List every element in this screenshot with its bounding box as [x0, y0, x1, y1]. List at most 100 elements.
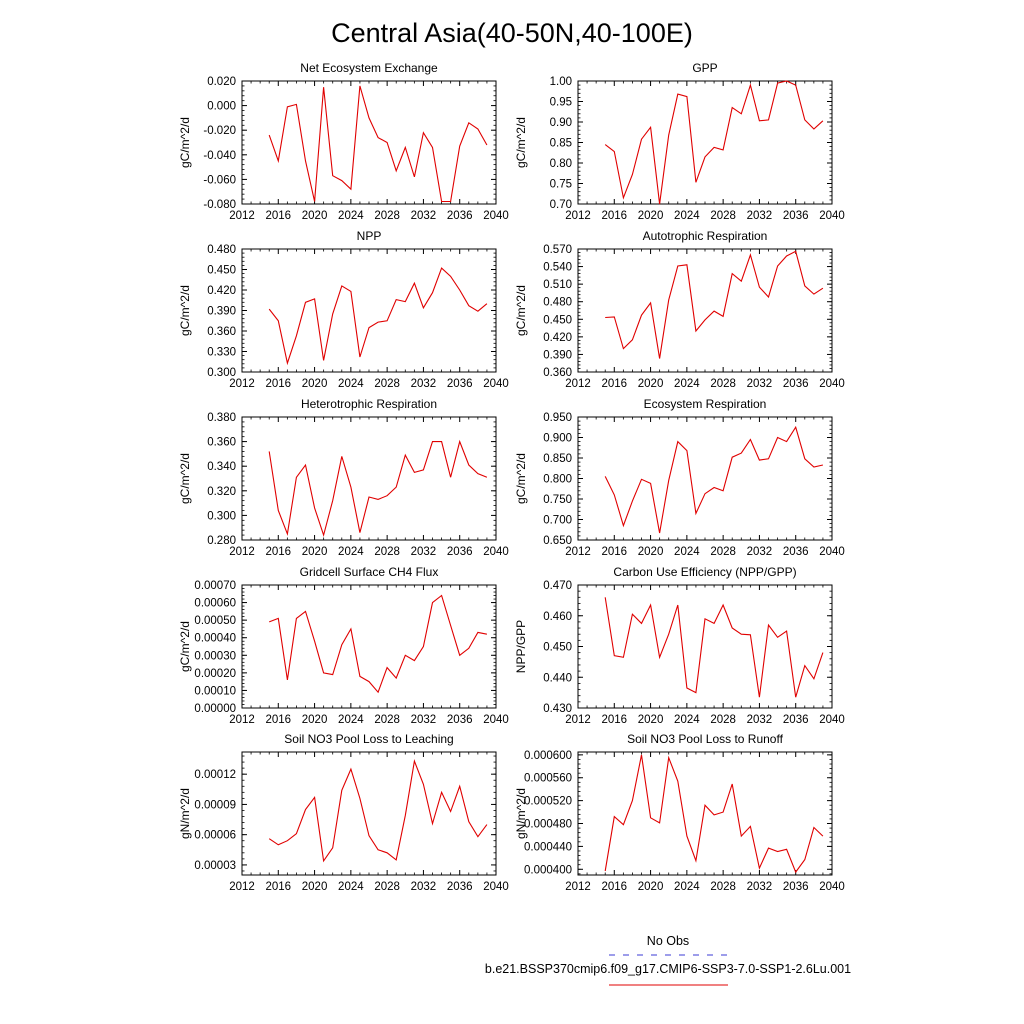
panel-title: Soil NO3 Pool Loss to Leaching — [284, 732, 453, 746]
panel-title: Heterotrophic Respiration — [301, 397, 437, 411]
panel-autotrophic-respiration: Autotrophic Respiration 2012 2016 2020 2024 2… — [514, 229, 845, 390]
x-tick-label: 2012 — [229, 378, 255, 390]
x-tick-label: 2012 — [565, 546, 591, 558]
y-tick-label: 0.020 — [207, 76, 236, 88]
y-tick-label: 0.850 — [543, 453, 572, 465]
y-tick-label: 0.70 — [550, 199, 572, 211]
series-line — [268, 439, 488, 538]
x-tick-label: 2028 — [710, 210, 736, 222]
y-tick-label: 0.450 — [543, 314, 572, 326]
y-axis-label: gC/m^2/d — [178, 453, 192, 504]
x-tick-label: 2020 — [302, 881, 328, 893]
y-tick-label: 0.360 — [207, 326, 236, 338]
panel-heterotrophic-respiration: Heterotrophic Respiration 2012 2016 2020 202… — [178, 397, 509, 558]
y-tick-label: 0.00009 — [194, 799, 236, 811]
x-tick-label: 2028 — [374, 210, 400, 222]
x-tick-label: 2020 — [302, 546, 328, 558]
y-tick-label: 0.440 — [543, 672, 572, 684]
x-tick-label: 2040 — [819, 881, 845, 893]
x-tick-label: 2024 — [674, 546, 700, 558]
x-tick-label: 2036 — [783, 546, 809, 558]
x-tick-label: 2028 — [374, 546, 400, 558]
y-tick-label: 0.95 — [550, 97, 572, 109]
x-tick-label: 2024 — [674, 378, 700, 390]
x-tick-label: 2032 — [411, 881, 437, 893]
x-tick-label: 2032 — [411, 546, 437, 558]
x-tick-label: 2016 — [265, 210, 291, 222]
y-tick-label: 0.390 — [207, 306, 236, 318]
y-tick-label: 0.700 — [543, 515, 572, 527]
y-axis-label: gN/m^2/d — [514, 788, 528, 839]
series-line — [604, 597, 824, 698]
y-tick-label: -0.060 — [203, 174, 236, 186]
legend-label-no-obs: No Obs — [647, 934, 689, 948]
y-axis-label: gN/m^2/d — [178, 788, 192, 839]
plot-frame — [577, 248, 833, 373]
x-tick-label: 2024 — [674, 881, 700, 893]
y-tick-label: 0.300 — [207, 510, 236, 522]
series-line — [605, 250, 824, 359]
y-tick-label: 0.380 — [207, 412, 236, 424]
x-tick-label: 2020 — [638, 714, 664, 726]
x-tick-label: 2036 — [783, 714, 809, 726]
y-tick-label: 0.00000 — [194, 703, 236, 715]
x-tick-label: 2016 — [601, 210, 627, 222]
y-axis-label: NPP/GPP — [514, 620, 528, 673]
y-tick-label: 0.00012 — [194, 769, 236, 781]
y-tick-label: 0.000400 — [524, 864, 572, 876]
plot-frame — [241, 248, 497, 373]
y-tick-label: 0.900 — [543, 433, 572, 445]
x-tick-label: 2028 — [710, 546, 736, 558]
y-tick-label: 0.300 — [207, 367, 236, 379]
panel-title: GPP — [692, 61, 717, 75]
y-tick-label: 0.360 — [543, 367, 572, 379]
y-tick-label: 0.80 — [550, 158, 572, 170]
x-tick-label: 2028 — [710, 881, 736, 893]
x-tick-label: 2024 — [674, 210, 700, 222]
panel-title: Net Ecosystem Exchange — [300, 61, 438, 75]
x-tick-label: 2020 — [302, 210, 328, 222]
x-tick-label: 2016 — [265, 881, 291, 893]
y-tick-label: 0.00003 — [194, 860, 236, 872]
x-tick-label: 2032 — [747, 378, 773, 390]
x-tick-label: 2032 — [747, 546, 773, 558]
y-axis-label: gC/m^2/d — [514, 117, 528, 168]
x-tick-label: 2020 — [302, 378, 328, 390]
x-tick-label: 2028 — [374, 714, 400, 726]
series-line — [268, 85, 488, 203]
panel-title: Soil NO3 Pool Loss to Runoff — [627, 732, 784, 746]
x-tick-label: 2040 — [483, 210, 509, 222]
panel-title: Carbon Use Efficiency (NPP/GPP) — [613, 565, 796, 579]
plot-frame — [241, 751, 497, 876]
plot-frame — [577, 416, 833, 541]
x-tick-label: 2020 — [302, 714, 328, 726]
y-tick-label: -0.080 — [203, 199, 236, 211]
x-tick-label: 2012 — [565, 881, 591, 893]
panel-title: Gridcell Surface CH4 Flux — [300, 565, 439, 579]
y-axis-label: gC/m^2/d — [514, 285, 528, 336]
y-tick-label: 0.00006 — [194, 830, 236, 842]
x-tick-label: 2020 — [638, 881, 664, 893]
x-tick-label: 2032 — [411, 714, 437, 726]
plot-frame — [577, 751, 833, 876]
x-tick-label: 2032 — [747, 881, 773, 893]
x-tick-label: 2032 — [411, 378, 437, 390]
x-tick-label: 2036 — [783, 378, 809, 390]
y-tick-label: -0.020 — [203, 125, 236, 137]
x-tick-label: 2020 — [638, 378, 664, 390]
x-tick-label: 2024 — [338, 378, 364, 390]
y-tick-label: 0.420 — [207, 285, 236, 297]
x-tick-label: 2028 — [374, 881, 400, 893]
panel-npp: NPP 2012 2016 2020 2024 2028 2032 2036 2040 0.300… — [178, 229, 509, 390]
x-tick-label: 2040 — [483, 546, 509, 558]
x-tick-label: 2024 — [338, 546, 364, 558]
y-tick-label: 0.390 — [543, 349, 572, 361]
x-tick-label: 2020 — [638, 546, 664, 558]
series-line — [604, 754, 824, 874]
y-tick-label: 0.000520 — [524, 796, 572, 808]
y-tick-label: 0.750 — [543, 494, 572, 506]
y-axis-label: gC/m^2/d — [178, 117, 192, 168]
y-axis-label: gC/m^2/d — [178, 285, 192, 336]
chart-panels: Net Ecosystem Exchange 2012 2016 2020 2024 20… — [178, 61, 845, 893]
series-line — [268, 267, 488, 366]
